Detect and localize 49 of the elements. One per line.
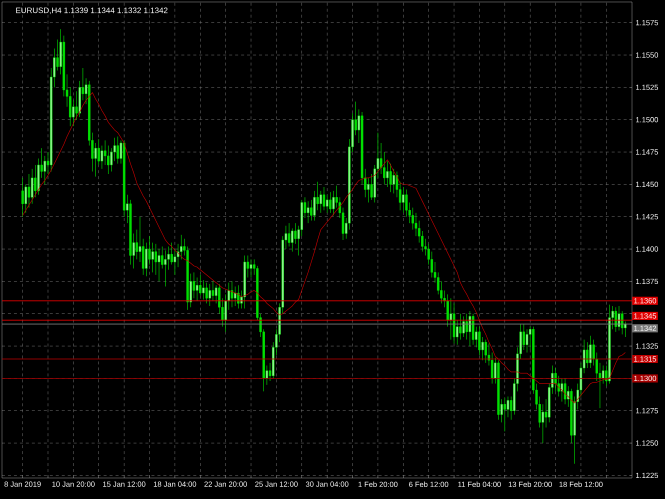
candlestick [214,284,218,304]
candlestick [468,310,472,346]
candlestick [484,339,487,364]
candlestick [34,164,37,198]
candlestick [234,286,236,306]
candlestick [329,192,332,214]
candlestick [386,160,389,188]
candlestick [402,186,405,214]
candlestick [586,342,588,368]
candlestick [522,324,526,350]
candlestick [306,200,310,224]
candlestick [322,186,326,211]
candlestick [459,313,462,340]
candlestick [21,178,24,218]
candlestick [158,248,160,282]
candlestick [589,335,592,368]
candlestick [466,313,468,340]
candlestick [504,398,506,432]
candlestick [205,282,208,304]
candlestick [326,194,328,214]
candlestick [164,250,167,287]
candlestick [192,272,196,299]
candlestick [250,259,252,278]
candlestick [75,90,78,120]
candlestick [212,281,214,302]
candlestick [230,281,234,308]
candlestick [202,280,205,300]
candlestick [310,200,313,221]
candlestick [367,178,370,203]
candlestick [618,306,620,331]
candlestick [208,284,211,306]
candlestick [151,242,154,273]
candlestick [564,378,566,405]
candlestick [30,168,34,204]
candlestick [28,174,30,208]
candlestick [450,298,452,340]
candlestick [94,142,97,177]
candlestick [288,222,290,247]
candlestick [196,277,198,302]
candlestick [237,284,240,309]
candlestick [462,316,465,338]
candlestick [560,378,564,402]
candlestick [472,313,474,346]
candlestick [116,136,119,164]
candlestick [526,328,528,353]
candlestick [392,168,395,194]
candlestick [294,222,297,244]
candlestick [389,163,392,192]
candlestick [614,306,618,332]
